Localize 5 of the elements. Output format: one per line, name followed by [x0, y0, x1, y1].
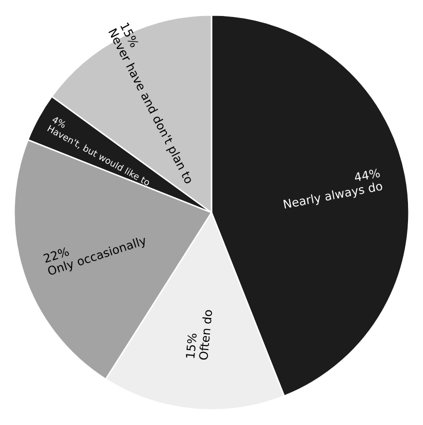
slice-label: Often do	[198, 310, 212, 360]
slice-label: Nearly always do	[283, 181, 384, 211]
data-label: 15%	[186, 333, 197, 358]
data-label: 44%	[354, 168, 380, 182]
data-label: 22%	[43, 246, 70, 263]
